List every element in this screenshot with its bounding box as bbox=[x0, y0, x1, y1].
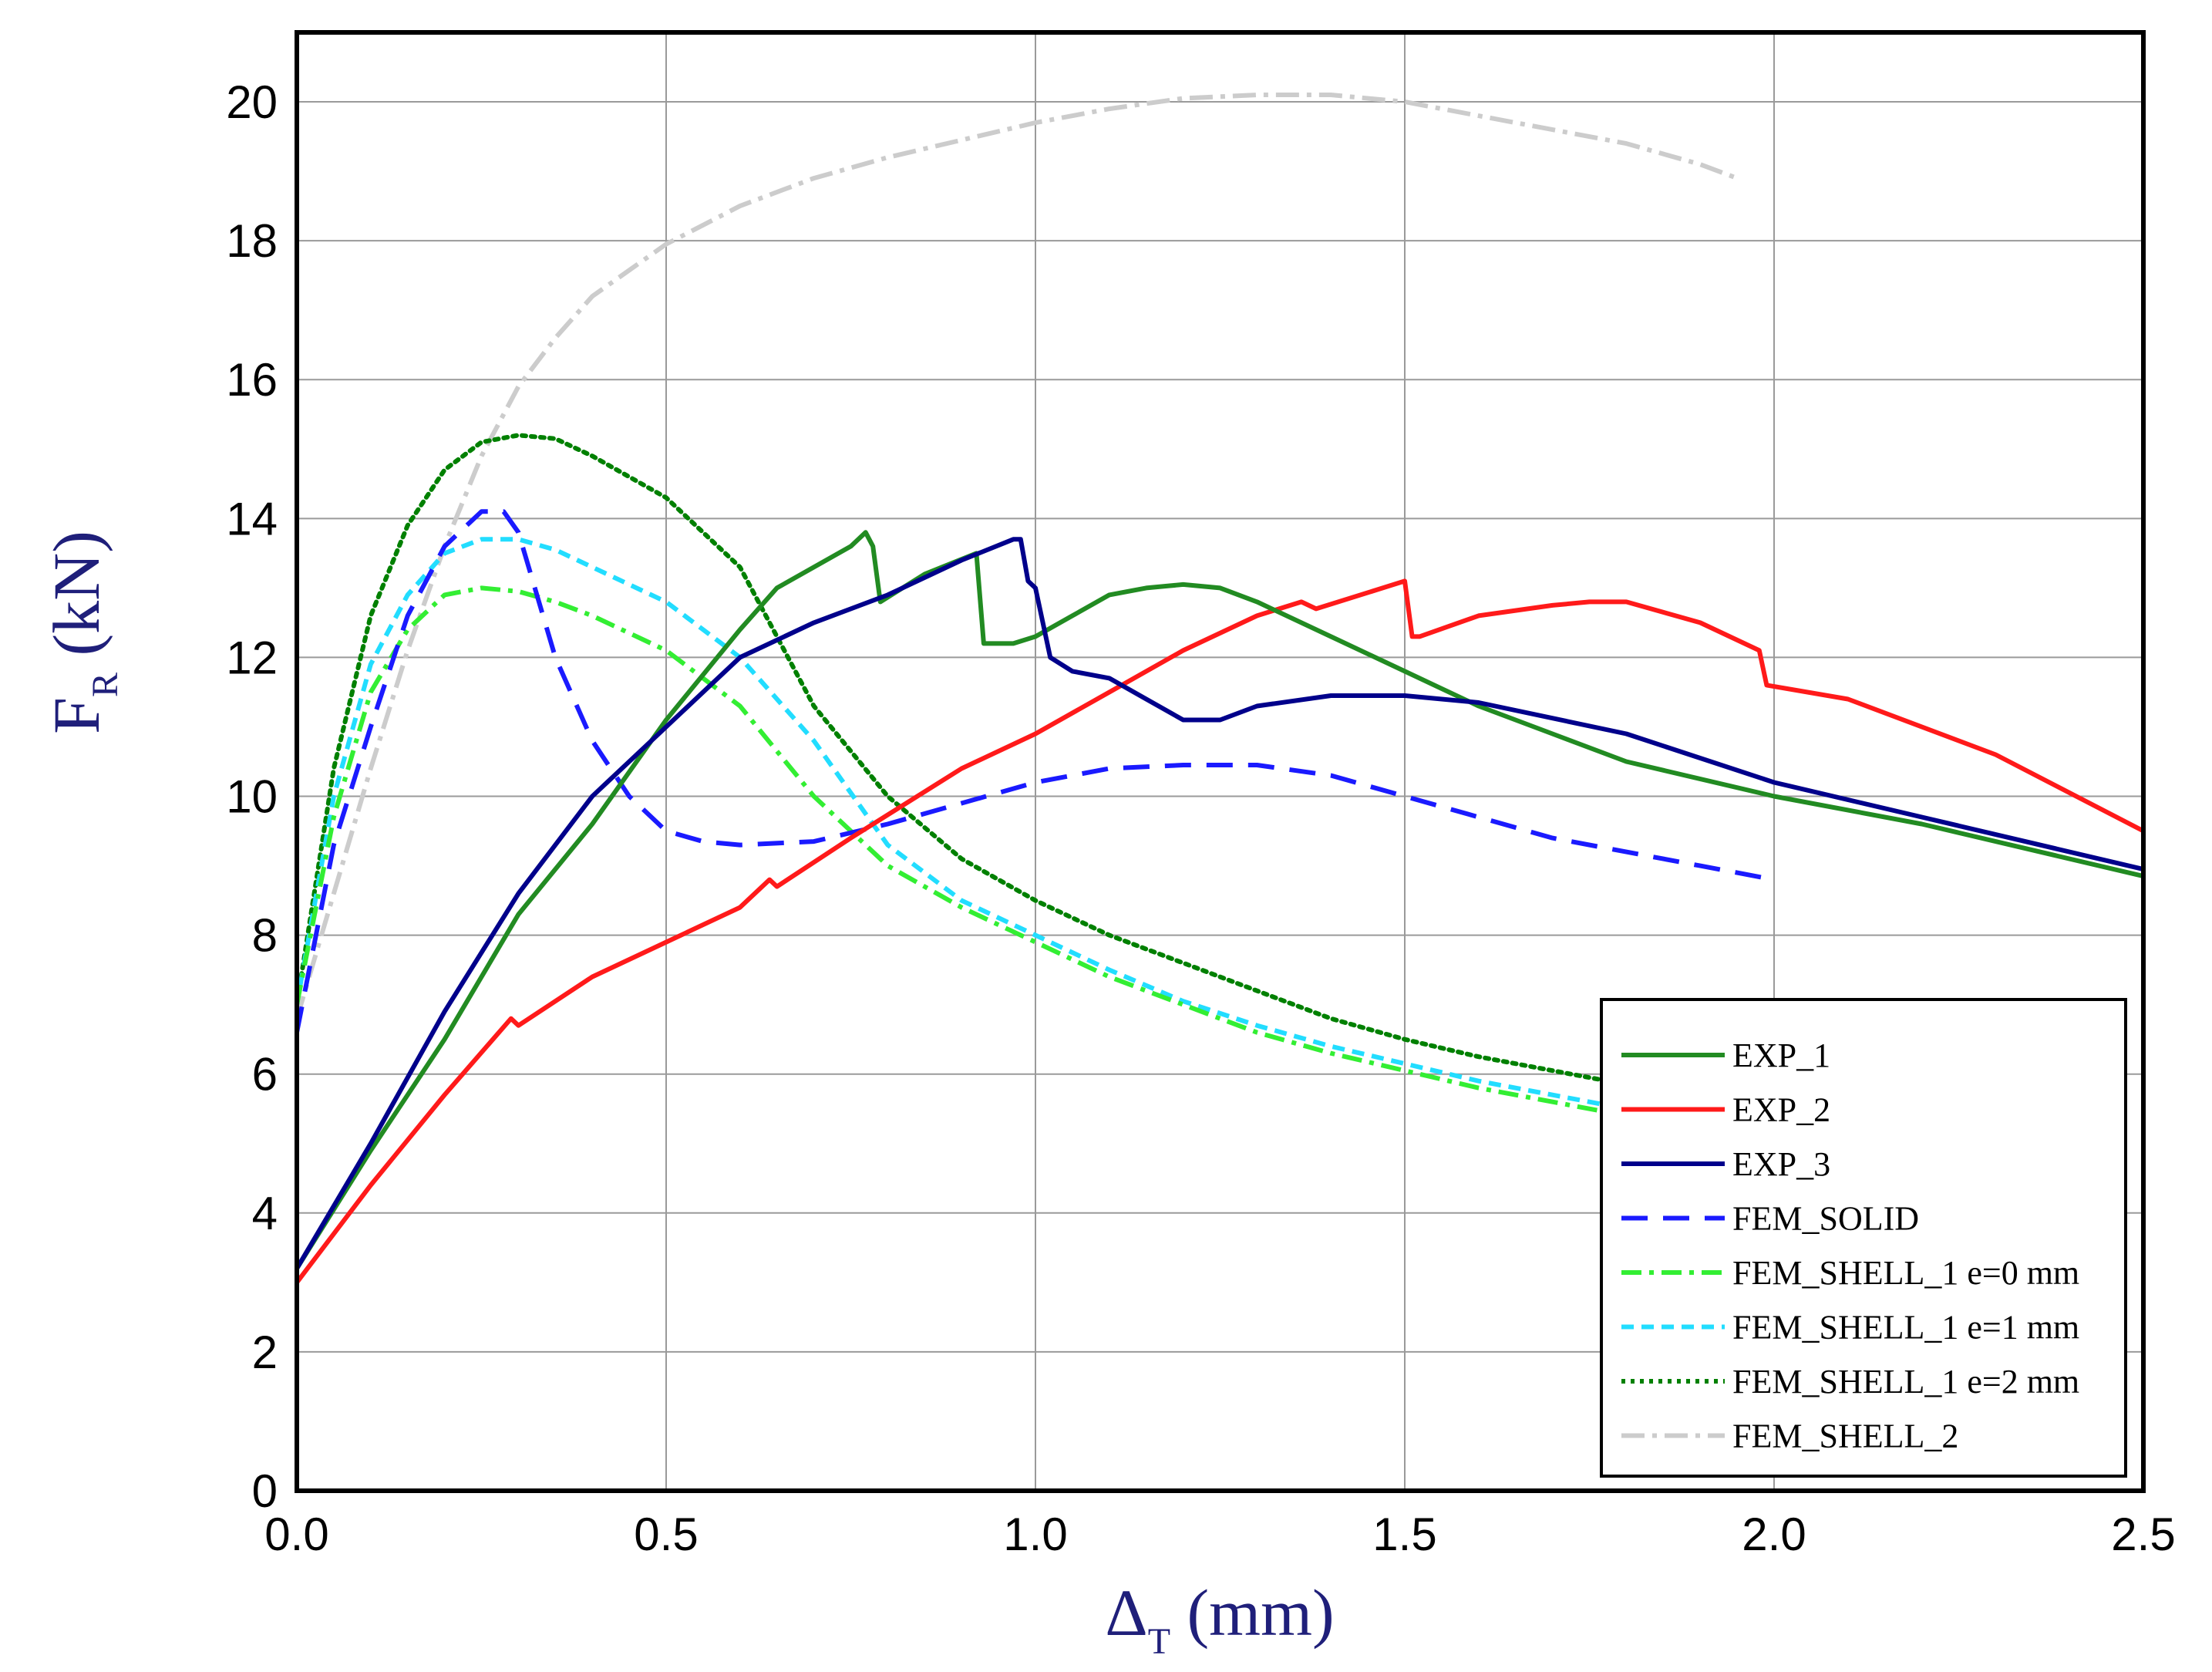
y-tick-label: 10 bbox=[226, 771, 278, 823]
y-tick-labels: 0 2 4 6 8 10 12 14 16 18 20 bbox=[226, 76, 278, 1517]
series-line-exp-2 bbox=[297, 578, 2143, 1284]
y-tick-label: 4 bbox=[252, 1188, 278, 1239]
x-tick-label: 0.5 bbox=[634, 1509, 698, 1560]
y-tick-label: 2 bbox=[252, 1326, 278, 1378]
y-tick-label: 20 bbox=[226, 76, 278, 128]
legend-label: EXP_3 bbox=[1732, 1145, 1830, 1183]
x-tick-label: 1.5 bbox=[1372, 1509, 1436, 1560]
y-tick-label: 0 bbox=[252, 1465, 278, 1517]
y-tick-label: 6 bbox=[252, 1049, 278, 1101]
legend-label: FEM_SOLID bbox=[1732, 1200, 1919, 1238]
y-axis-unit: (kN) bbox=[39, 531, 113, 673]
y-tick-label: 18 bbox=[226, 215, 278, 267]
x-tick-label: 1.0 bbox=[1003, 1509, 1067, 1560]
y-tick-label: 16 bbox=[226, 354, 278, 406]
x-tick-label: 2.0 bbox=[1742, 1509, 1806, 1560]
x-axis-subscript: T bbox=[1148, 1621, 1170, 1662]
legend-box bbox=[1600, 998, 2127, 1478]
x-axis-symbol: Δ bbox=[1105, 1576, 1147, 1650]
y-axis-symbol: F bbox=[39, 697, 113, 734]
legend-label: FEM_SHELL_1 e=0 mm bbox=[1732, 1254, 2079, 1292]
series-line-fem-shell-1-e-1-mm bbox=[297, 537, 1627, 1111]
series-layer bbox=[297, 93, 2143, 1284]
legend-label: FEM_SHELL_1 e=1 mm bbox=[1732, 1309, 2079, 1347]
series-line-fem-solid bbox=[297, 509, 1775, 1033]
x-tick-label: 0.0 bbox=[264, 1509, 328, 1560]
y-axis-subscript: R bbox=[85, 673, 126, 697]
legend-label: FEM_SHELL_2 bbox=[1732, 1417, 1958, 1455]
plot-frame bbox=[295, 30, 2146, 1493]
y-tick-label: 14 bbox=[226, 493, 278, 544]
series-line-fem-shell-1-e-2-mm bbox=[297, 433, 1629, 1087]
y-axis-title: FR (kN) bbox=[39, 531, 126, 734]
grid bbox=[297, 32, 2143, 1491]
legend: EXP_1 EXP_2 EXP_3 FEM_SOLID FEM_SHELL_1 e=0 … bbox=[1600, 998, 2127, 1478]
legend-label: EXP_2 bbox=[1732, 1091, 1830, 1129]
legend-label: FEM_SHELL_1 e=2 mm bbox=[1732, 1363, 2079, 1401]
x-axis-unit: (mm) bbox=[1170, 1576, 1335, 1650]
y-tick-label: 12 bbox=[226, 632, 278, 683]
series-line-exp-3 bbox=[297, 537, 2143, 1270]
y-tick-label: 8 bbox=[252, 910, 278, 962]
x-axis-title: ΔT (mm) bbox=[1105, 1576, 1334, 1662]
series-line-fem-shell-1-e-0-mm bbox=[297, 585, 1627, 1118]
legend-label: EXP_1 bbox=[1732, 1037, 1830, 1074]
x-tick-labels: 0.0 0.5 1.0 1.5 2.0 2.5 bbox=[264, 1509, 2175, 1560]
x-tick-label: 2.5 bbox=[2111, 1509, 2175, 1560]
